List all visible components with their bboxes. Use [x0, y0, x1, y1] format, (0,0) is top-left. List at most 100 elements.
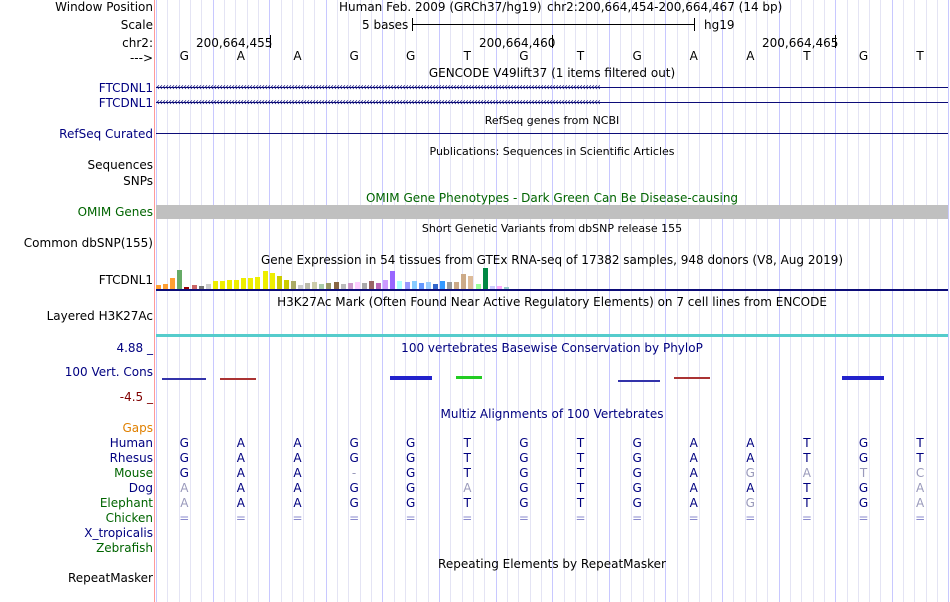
gtex-tissue-bar[interactable] [369, 281, 374, 289]
gtex-tissue-bar[interactable] [290, 281, 296, 289]
scale-db: hg19 [704, 18, 735, 32]
alignment-base: = [349, 511, 360, 525]
gtex-tissue-bar[interactable] [404, 282, 410, 289]
gtex-tissue-bar[interactable] [191, 285, 197, 289]
omim-label[interactable]: OMIM Genes [77, 205, 153, 219]
gtex-tissue-bar[interactable] [383, 280, 389, 289]
publications-sequences-label[interactable]: Sequences [87, 158, 153, 172]
gtex-tissue-bar[interactable] [447, 282, 453, 289]
gtex-tissue-bar[interactable] [418, 283, 424, 289]
gtex-tissue-bar[interactable] [496, 286, 502, 289]
gtex-tissue-bar[interactable] [489, 286, 495, 289]
gtex-tissue-bar[interactable] [354, 282, 360, 289]
gtex-tissue-bar[interactable] [468, 276, 474, 289]
gtex-tissue-bar[interactable] [475, 284, 481, 289]
gtex-tissue-bar[interactable] [376, 283, 382, 289]
gtex-tissue-bar[interactable] [255, 277, 261, 289]
alignment-base: G [632, 466, 642, 480]
species-label-elephant[interactable]: Elephant [99, 496, 153, 510]
gtex-tissue-bar[interactable] [177, 270, 183, 289]
alignment-base: G [519, 481, 529, 495]
phylop-signal[interactable] [156, 368, 948, 388]
gtex-tissue-bar[interactable] [198, 286, 204, 289]
gtex-tissue-bar[interactable] [390, 271, 396, 289]
species-label-chicken[interactable]: Chicken [105, 511, 153, 525]
gencode-transcript-2[interactable]: ‹‹‹‹‹‹‹‹‹‹‹‹‹‹‹‹‹‹‹‹‹‹‹‹‹‹‹‹‹‹‹‹‹‹‹‹‹‹‹‹… [156, 98, 948, 107]
position-tick-3 [835, 35, 836, 48]
alignment-base: T [576, 466, 585, 480]
window-position-value: chr2:200,664,454-200,664,467 (14 bp) [547, 0, 783, 14]
alignment-base: A [236, 451, 245, 465]
gtex-tissue-bar[interactable] [248, 278, 254, 289]
gtex-tissue-bar[interactable] [440, 281, 445, 289]
gtex-tissue-bar[interactable] [312, 282, 318, 289]
gtex-tissue-bar[interactable] [482, 268, 488, 289]
gencode-transcript-1[interactable]: ‹‹‹‹‹‹‹‹‹‹‹‹‹‹‹‹‹‹‹‹‹‹‹‹‹‹‹‹‹‹‹‹‹‹‹‹‹‹‹‹… [156, 83, 948, 92]
gtex-tissue-bar[interactable] [283, 280, 289, 289]
snps-label[interactable]: SNPs [123, 174, 153, 188]
phylop-label[interactable]: 100 Vert. Cons [64, 365, 153, 379]
gtex-tissue-bar[interactable] [305, 283, 311, 289]
reference-base: G [406, 49, 416, 63]
gtex-tissue-bar[interactable] [227, 280, 232, 289]
repeatmasker-label[interactable]: RepeatMasker [67, 571, 153, 585]
gtex-tissue-bar[interactable] [432, 284, 438, 289]
h3k27ac-signal[interactable] [156, 334, 948, 337]
gtex-tissue-bar[interactable] [340, 284, 346, 289]
gtex-tissue-bar[interactable] [241, 278, 247, 289]
gtex-gene-label[interactable]: FTCDNL1 [98, 273, 153, 287]
phylop-max: 4.88 _ [116, 341, 153, 355]
refseq-title: RefSeq genes from NCBI [484, 114, 620, 127]
dbsnp-label[interactable]: Common dbSNP(155) [23, 236, 153, 250]
gtex-tissue-bar[interactable] [170, 278, 176, 289]
gtex-tissue-bar[interactable] [184, 287, 190, 289]
transcript-strand-arrows: ‹‹‹‹‹‹‹‹‹‹‹‹‹‹‹‹‹‹‹‹‹‹‹‹‹‹‹‹‹‹‹‹‹‹‹‹‹‹‹‹… [156, 83, 601, 92]
gtex-tissue-bar[interactable] [156, 285, 161, 289]
omim-feature[interactable] [156, 205, 948, 219]
gtex-tissue-bar[interactable] [333, 282, 339, 289]
gtex-tissue-bar[interactable] [212, 281, 218, 289]
alignment-base: G [349, 451, 359, 465]
gtex-tissue-bar[interactable] [234, 280, 240, 289]
multiz-gaps-label[interactable]: Gaps [122, 421, 153, 435]
gtex-tissue-bar[interactable] [454, 282, 460, 289]
h3k27ac-label[interactable]: Layered H3K27Ac [46, 309, 153, 323]
gtex-tissue-bar[interactable] [361, 283, 367, 289]
species-label-rhesus[interactable]: Rhesus [109, 451, 153, 465]
gtex-tissue-bar[interactable] [298, 285, 303, 289]
species-label-mouse[interactable]: Mouse [114, 466, 153, 480]
species-label-dog[interactable]: Dog [128, 481, 153, 495]
refseq-gene-line[interactable] [156, 133, 948, 134]
gtex-bar-chart[interactable] [156, 268, 516, 289]
alignment-base: T [803, 451, 811, 465]
gtex-tissue-bar[interactable] [326, 283, 332, 289]
gtex-tissue-bar[interactable] [425, 282, 431, 289]
gtex-tissue-bar[interactable] [205, 284, 211, 289]
gtex-tissue-bar[interactable] [347, 283, 353, 289]
alignment-base: A [293, 496, 302, 510]
phylop-title: 100 vertebrates Basewise Conservation by… [401, 341, 703, 355]
alignment-base: G [349, 436, 359, 450]
gtex-tissue-bar[interactable] [276, 276, 282, 289]
scale-bar-right-cap [694, 18, 695, 31]
reference-base: T [463, 49, 471, 63]
species-label-zebrafish[interactable]: Zebrafish [96, 541, 153, 555]
gtex-tissue-bar[interactable] [262, 271, 268, 289]
gencode-gene-label-2[interactable]: FTCDNL1 [98, 96, 153, 110]
species-label-human[interactable]: Human [109, 436, 153, 450]
omim-title: OMIM Gene Phenotypes - Dark Green Can Be… [365, 191, 739, 205]
gtex-tissue-bar[interactable] [397, 281, 403, 289]
alignment-base: A [293, 481, 302, 495]
gtex-tissue-bar[interactable] [503, 287, 509, 289]
refseq-label[interactable]: RefSeq Curated [59, 127, 153, 141]
gtex-tissue-bar[interactable] [163, 284, 169, 289]
gencode-gene-label-1[interactable]: FTCDNL1 [98, 81, 153, 95]
gtex-tissue-bar[interactable] [319, 284, 325, 289]
phylop-segment [456, 376, 482, 379]
gtex-tissue-bar[interactable] [269, 273, 275, 289]
gtex-tissue-bar[interactable] [461, 274, 467, 289]
species-label-x_tropicalis[interactable]: X_tropicalis [84, 526, 153, 540]
gtex-tissue-bar[interactable] [411, 281, 417, 289]
gtex-tissue-bar[interactable] [219, 281, 225, 289]
